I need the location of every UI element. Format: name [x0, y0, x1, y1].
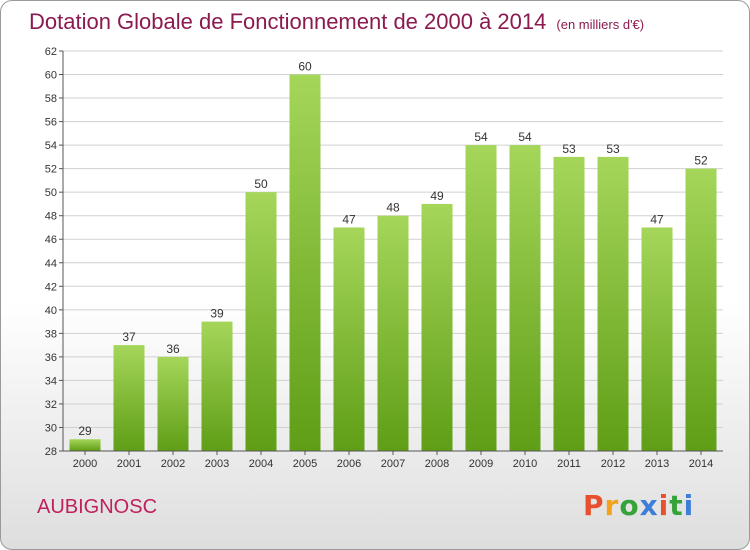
bars	[69, 74, 717, 452]
bar	[509, 145, 541, 451]
x-tick-label: 2012	[601, 458, 625, 470]
y-tick-label: 52	[45, 164, 57, 176]
x-tick-label: 2002	[161, 458, 185, 470]
y-tick-label: 36	[45, 352, 57, 364]
x-tick-label: 2003	[205, 458, 229, 470]
bar	[641, 227, 673, 451]
bar	[333, 227, 365, 451]
data-label: 54	[518, 130, 532, 144]
chart-title-text: Dotation Globale de Fonctionnement de 20…	[29, 9, 547, 34]
proxiti-logo: Proxiti	[583, 489, 694, 522]
bar	[553, 156, 585, 451]
x-tick-label: 2008	[425, 458, 449, 470]
y-tick-label: 60	[45, 70, 57, 82]
data-labels: 29 37 36 39 50 60 47 48 49 54 54 53 53 47 52	[78, 60, 708, 439]
data-label: 50	[254, 177, 268, 191]
bar	[201, 321, 233, 451]
data-label: 29	[78, 424, 92, 438]
logo-letter: t	[669, 489, 684, 522]
bar	[421, 203, 453, 451]
x-tick-label: 2006	[337, 458, 361, 470]
bar	[377, 215, 409, 451]
bar	[245, 192, 277, 452]
y-tick-label: 58	[45, 93, 57, 105]
y-axis-ticks: 28 30 32 34 36 38 40 42 44 46 48 50 52 54 56 58 60 62	[45, 46, 63, 458]
y-tick-label: 48	[45, 211, 57, 223]
chart-unit: (en milliers d'€)	[556, 17, 645, 32]
x-tick-label: 2001	[117, 458, 141, 470]
y-tick-label: 42	[45, 281, 57, 293]
data-label: 39	[210, 307, 224, 321]
x-tick-label: 2007	[381, 458, 405, 470]
data-label: 53	[606, 142, 620, 156]
chart-title: Dotation Globale de Fonctionnement de 20…	[29, 9, 644, 35]
y-tick-label: 30	[45, 422, 57, 434]
data-label: 37	[122, 330, 136, 344]
y-tick-label: 50	[45, 187, 57, 199]
x-tick-label: 2013	[645, 458, 669, 470]
x-tick-label: 2005	[293, 458, 317, 470]
data-label: 52	[694, 154, 708, 168]
logo-letter: i	[683, 489, 695, 522]
logo-letter: r	[604, 489, 620, 522]
data-label: 36	[166, 342, 180, 356]
data-label: 49	[430, 189, 444, 203]
logo-letter: i	[658, 489, 670, 522]
data-label: 53	[562, 142, 576, 156]
logo-letter: x	[639, 489, 659, 522]
y-tick-label: 32	[45, 399, 57, 411]
data-label: 47	[650, 212, 664, 226]
y-tick-label: 34	[45, 375, 57, 387]
x-tick-label: 2010	[513, 458, 537, 470]
x-tick-label: 2004	[249, 458, 273, 470]
y-tick-label: 38	[45, 328, 57, 340]
y-tick-label: 54	[45, 140, 57, 152]
y-tick-label: 40	[45, 305, 57, 317]
y-tick-label: 28	[45, 446, 57, 458]
bar	[597, 156, 629, 451]
x-axis-ticks: 2000 2001 2002 2003 2004 2005 2006 2007 2008 2009…	[73, 451, 713, 470]
y-tick-label: 62	[45, 46, 57, 58]
data-label: 60	[298, 60, 312, 74]
data-label: 48	[386, 201, 400, 215]
bar	[113, 345, 145, 451]
bar	[69, 439, 101, 451]
data-label: 47	[342, 212, 356, 226]
x-tick-label: 2000	[73, 458, 97, 470]
bar	[465, 145, 497, 451]
bar	[685, 168, 717, 451]
y-tick-label: 46	[45, 234, 57, 246]
x-tick-label: 2009	[469, 458, 493, 470]
y-tick-label: 44	[45, 258, 57, 270]
y-tick-label: 56	[45, 117, 57, 129]
commune-name: AUBIGNOSC	[37, 496, 158, 518]
x-tick-label: 2014	[689, 458, 713, 470]
bar	[289, 74, 321, 451]
data-label: 54	[474, 130, 488, 144]
x-tick-label: 2011	[557, 458, 581, 470]
logo-letter: P	[583, 489, 605, 522]
logo-letter: o	[619, 489, 640, 522]
bar	[157, 356, 189, 451]
